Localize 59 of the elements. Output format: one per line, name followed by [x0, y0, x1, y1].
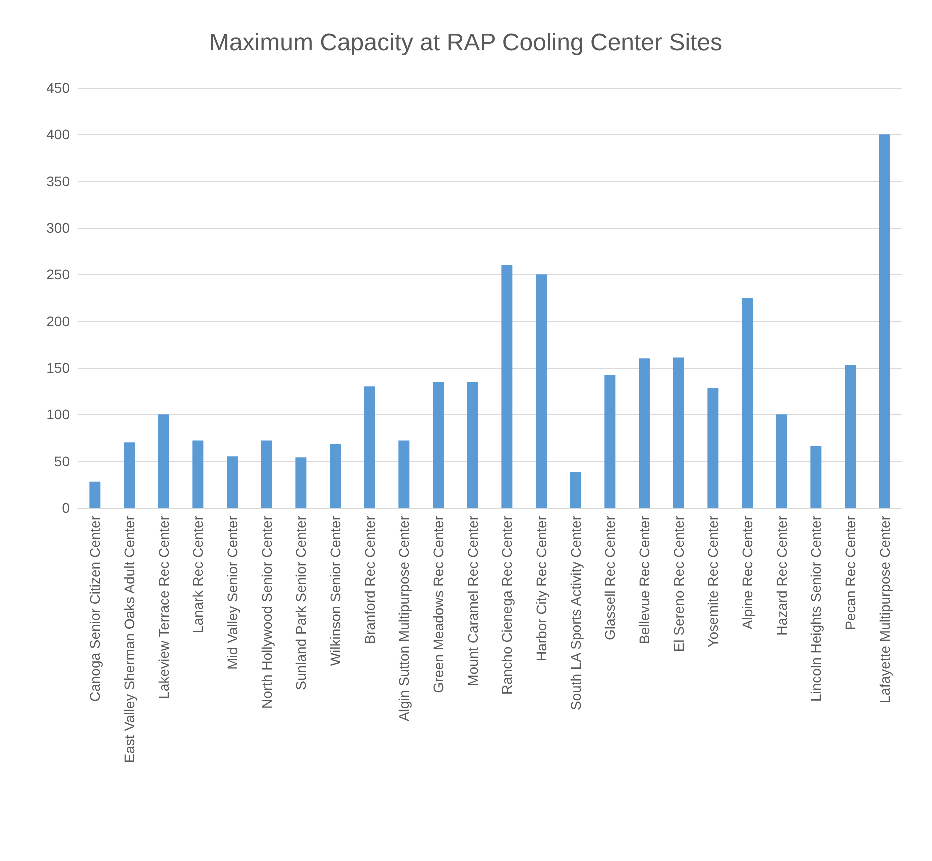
x-tick-label: Lanark Rec Center — [190, 516, 206, 634]
bar — [158, 414, 170, 508]
x-tick-label: East Valley Sherman Oaks Adult Center — [122, 516, 138, 764]
x-tick-label: Mid Valley Senior Center — [224, 516, 240, 670]
chart-title: Maximum Capacity at RAP Cooling Center Sites — [209, 30, 723, 56]
y-tick-label: 350 — [46, 173, 70, 190]
x-tick-label: Sunland Park Senior Center — [293, 516, 310, 690]
bar — [776, 414, 788, 508]
x-tick-label: Bellevue Rec Center — [636, 516, 652, 644]
bar — [708, 388, 719, 508]
x-tick-label: Canoga Senior Citizen Center — [87, 516, 104, 702]
bar — [261, 440, 272, 508]
x-tick-label: Harbor City Rec Center — [534, 516, 550, 662]
x-tick-label: Mount Caramel Rec Center — [464, 516, 481, 686]
bar — [433, 382, 444, 508]
x-tick-label: Hazard Rec Center — [774, 516, 790, 636]
x-tick-label: Algin Sutton Multipurpose Center — [396, 516, 412, 722]
y-tick-label: 0 — [62, 500, 70, 516]
bar — [467, 382, 478, 508]
bar — [192, 440, 204, 508]
bar — [879, 134, 890, 508]
x-tick-label: Lakeview Terrace Rec Center — [156, 516, 172, 700]
bar — [742, 298, 753, 508]
x-tick-label: Lincoln Heights Senior Center — [808, 516, 824, 702]
bar — [536, 274, 547, 508]
x-tick-label: El Sereno Rec Center — [670, 516, 687, 652]
x-tick-label: Green Meadows Rec Center — [430, 516, 446, 694]
y-tick-label: 450 — [46, 80, 70, 96]
x-tick-label: Alpine Rec Center — [740, 516, 756, 630]
bar — [398, 440, 410, 508]
bar — [604, 375, 616, 508]
bar — [364, 386, 376, 508]
y-tick-label: 300 — [46, 220, 70, 236]
bar — [810, 446, 822, 508]
y-tick-label: 400 — [46, 126, 70, 143]
x-tick-label: Lafayette Multipurpose Center — [876, 516, 893, 704]
y-tick-label: 100 — [46, 406, 70, 423]
bar — [673, 358, 684, 508]
bar — [502, 265, 513, 508]
bar — [90, 482, 101, 508]
bar — [330, 444, 341, 508]
x-tick-label: Yosemite Rec Center — [705, 516, 722, 648]
x-tick-label: South LA Sports Activity Center — [568, 516, 584, 711]
x-tick-label: North Hollywood Senior Center — [258, 516, 275, 709]
y-tick-label: 250 — [46, 266, 70, 283]
bar — [227, 456, 238, 508]
y-tick-label: 150 — [46, 360, 70, 376]
x-tick-label: Wilkinson Senior Center — [328, 516, 344, 666]
bar — [570, 472, 582, 508]
x-tick-label: Glassell Rec Center — [602, 516, 618, 640]
bar — [639, 358, 650, 508]
x-tick-label: Rancho Cienega Rec Center — [499, 516, 516, 695]
bar — [845, 365, 856, 508]
y-tick-label: 200 — [46, 313, 70, 330]
y-tick-label: 50 — [54, 453, 70, 470]
bar — [124, 442, 135, 508]
bar — [296, 458, 307, 508]
x-tick-label: Pecan Rec Center — [842, 516, 858, 630]
x-tick-label: Branford Rec Center — [362, 516, 378, 644]
